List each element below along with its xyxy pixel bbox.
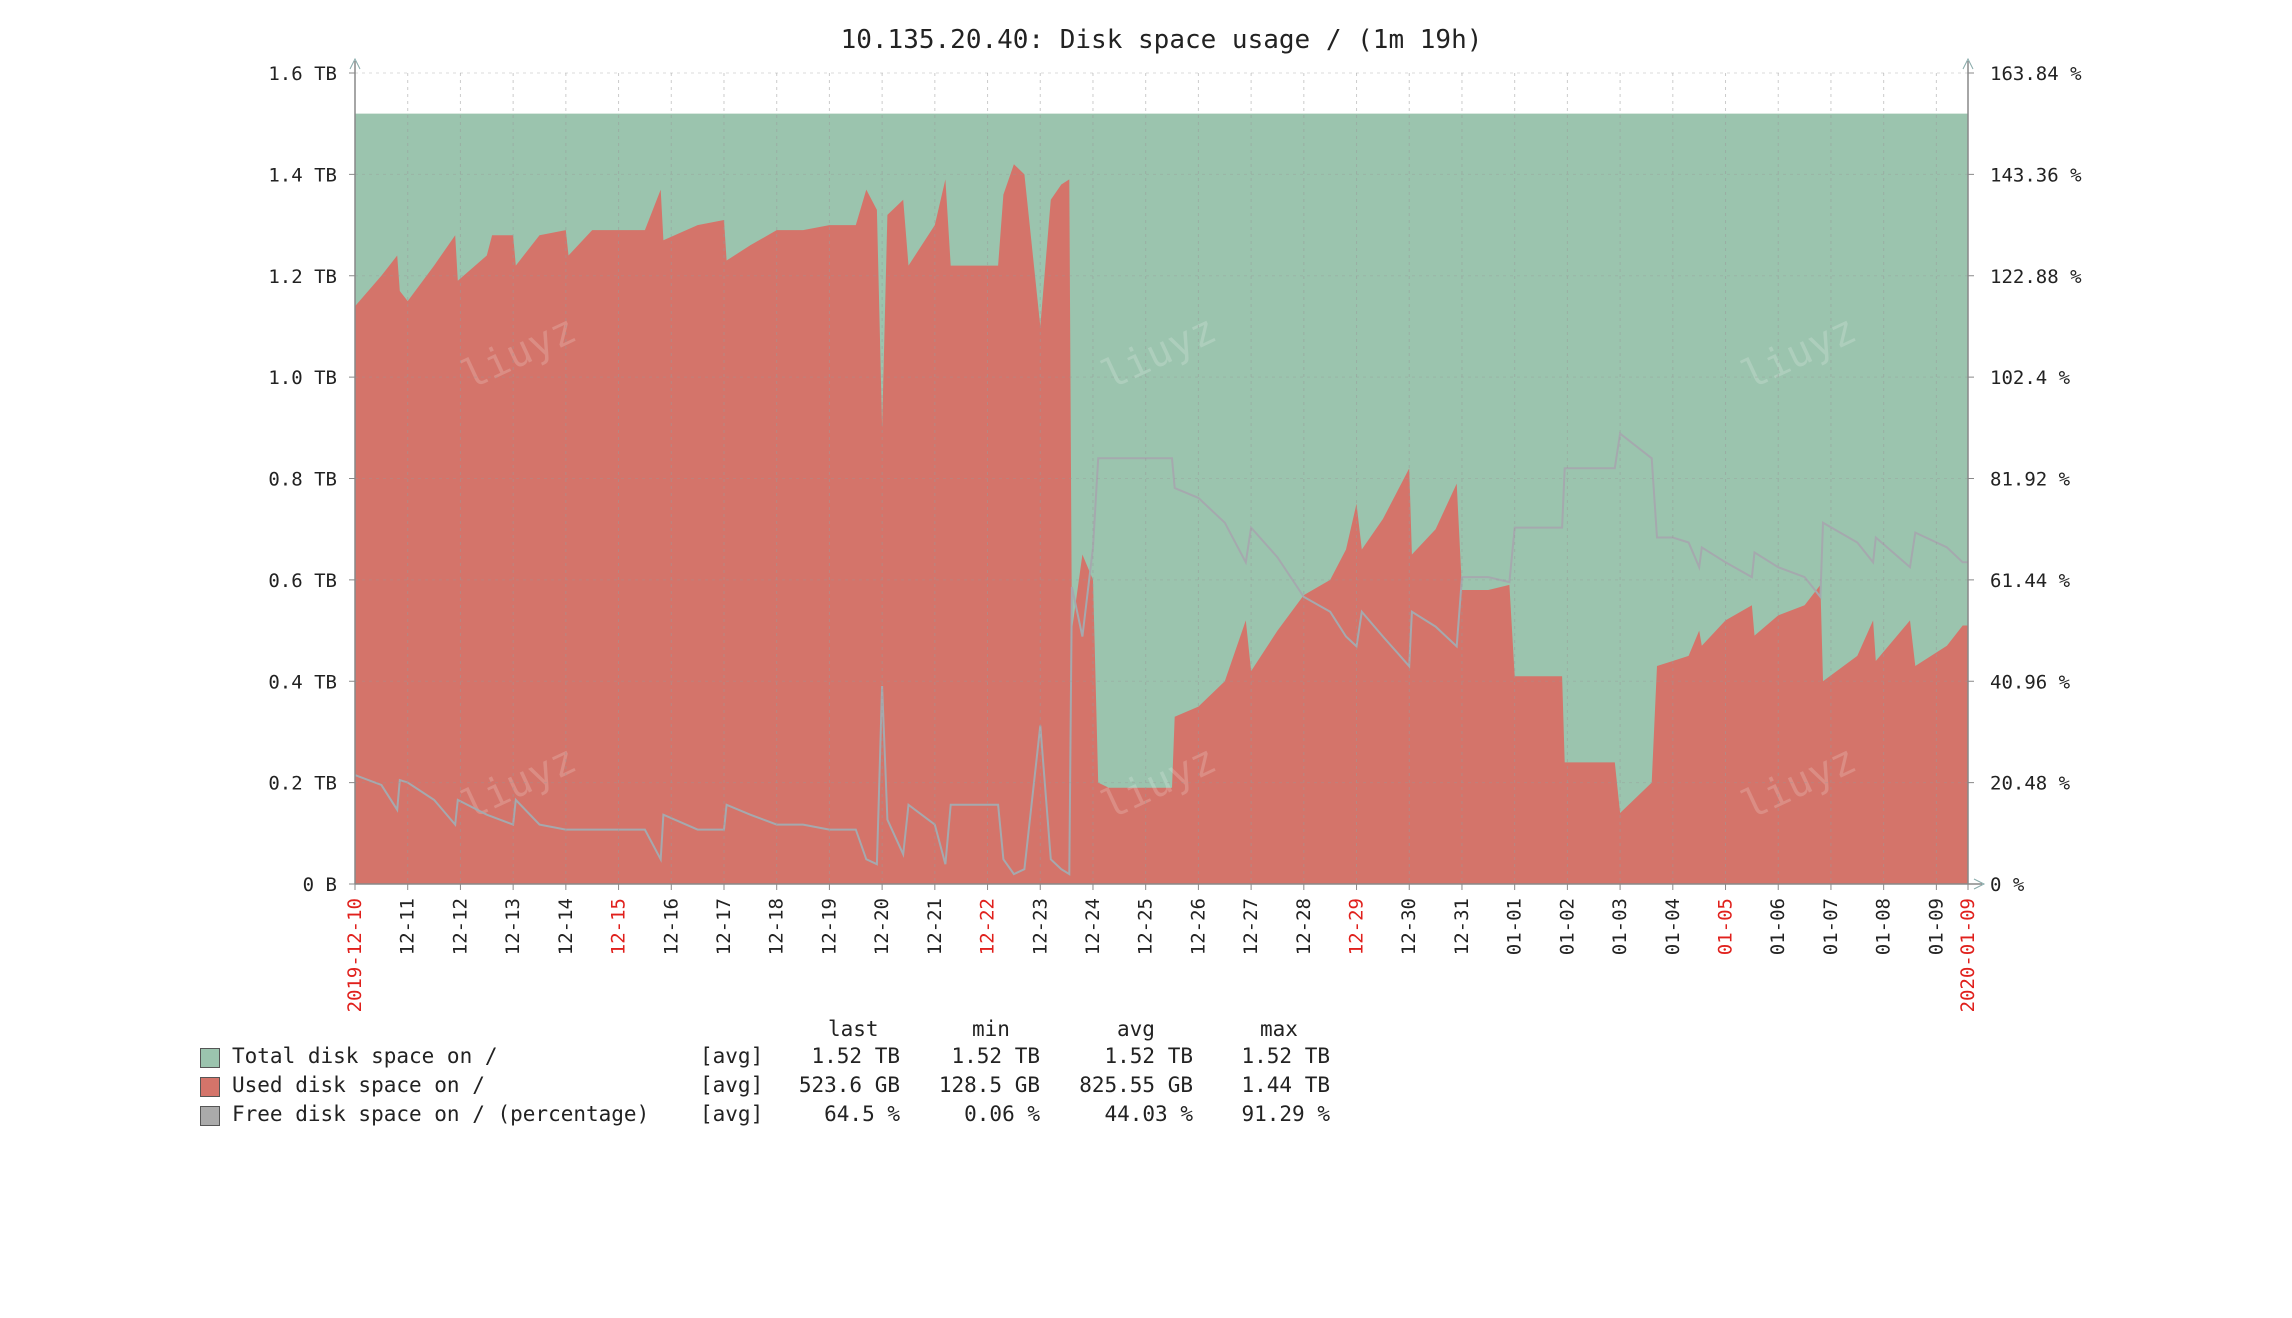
x-tick-label: 12-13: [502, 898, 524, 955]
y-left-tick-label: 0.2 TB: [268, 773, 337, 795]
legend-last: 523.6 GB: [798, 1073, 900, 1097]
x-tick-label: 12-14: [555, 898, 577, 955]
x-tick-label: 12-19: [818, 898, 840, 955]
legend-header-last: last: [828, 1017, 879, 1041]
y-right-tick-label: 163.84 %: [1990, 63, 2082, 85]
x-tick-label: 01-02: [1556, 898, 1578, 955]
y-left-tick-label: 1.4 TB: [268, 164, 337, 186]
legend-header-min: min: [972, 1017, 1010, 1041]
x-tick-label: 12-29: [1346, 898, 1368, 955]
y-right-tick-label: 20.48 %: [1990, 773, 2071, 795]
x-tick-label: 01-05: [1715, 898, 1737, 955]
x-tick-label: 12-21: [924, 898, 946, 955]
x-tick-label: 12-22: [977, 898, 999, 955]
legend-last: 1.52 TB: [811, 1044, 900, 1068]
x-tick-label: 01-08: [1873, 898, 1895, 955]
legend-header-avg: avg: [1117, 1017, 1155, 1041]
y-left-tick-label: 1.2 TB: [268, 266, 337, 288]
legend-row-used: Used disk space on / [avg] 523.6 GB 128.…: [200, 1073, 1330, 1101]
x-tick-label: 01-07: [1820, 898, 1842, 955]
x-tick-label: 2020-01-09: [1957, 898, 1979, 1012]
x-tick-label: 01-04: [1662, 898, 1684, 955]
legend-min: 1.52 TB: [951, 1044, 1040, 1068]
legend-swatch-free: [200, 1106, 220, 1126]
x-tick-label: 12-24: [1082, 898, 1104, 955]
y-axis-right-arrow: [1962, 57, 1974, 70]
y-right-tick-label: 40.96 %: [1990, 671, 2071, 693]
legend-func: [avg]: [700, 1044, 764, 1068]
x-tick-label: 12-23: [1029, 898, 1051, 955]
x-tick-label: 01-03: [1609, 898, 1631, 955]
legend-name: Used disk space on /: [232, 1073, 485, 1097]
legend-avg: 825.55 GB: [1079, 1073, 1193, 1097]
y-left-tick-label: 1.6 TB: [268, 63, 337, 85]
x-tick-label: 01-06: [1767, 898, 1789, 955]
y-right-tick-label: 81.92 %: [1990, 469, 2071, 491]
legend-max: 1.52 TB: [1241, 1044, 1330, 1068]
legend-row-free: Free disk space on / (percentage) [avg] …: [200, 1102, 1330, 1130]
y-right-tick-label: 102.4 %: [1990, 367, 2071, 389]
chart-title: 10.135.20.40: Disk space usage / (1m 19h…: [841, 25, 1483, 55]
x-tick-label: 12-17: [713, 898, 735, 955]
x-tick-label: 12-31: [1451, 898, 1473, 955]
x-tick-label: 12-27: [1240, 898, 1262, 955]
legend-header-max: max: [1260, 1017, 1298, 1041]
chart-area: 10.135.20.40: Disk space usage / (1m 19h…: [268, 25, 2082, 1012]
x-tick-label: 12-20: [871, 898, 893, 955]
legend-max: 1.44 TB: [1241, 1073, 1330, 1097]
legend-name: Total disk space on /: [232, 1044, 498, 1068]
y-left-tick-label: 0 B: [303, 874, 337, 896]
x-tick-label: 2019-12-10: [344, 898, 366, 1012]
x-axis-arrow: [1973, 878, 1986, 890]
y-left-tick-label: 0.4 TB: [268, 671, 337, 693]
x-tick-label: 12-15: [608, 898, 630, 955]
y-right-tick-label: 143.36 %: [1990, 164, 2082, 186]
x-tick-label: 12-11: [397, 898, 419, 955]
x-tick-label: 12-18: [766, 898, 788, 955]
y-right-tick-label: 122.88 %: [1990, 266, 2082, 288]
legend-swatch-total: [200, 1048, 220, 1068]
x-tick-label: 01-01: [1504, 898, 1526, 955]
y-right-tick-label: 61.44 %: [1990, 570, 2071, 592]
legend-max: 91.29 %: [1241, 1102, 1330, 1126]
legend-row-total: Total disk space on / [avg] 1.52 TB 1.52…: [200, 1044, 1330, 1072]
legend-min: 128.5 GB: [938, 1073, 1040, 1097]
legend-last: 64.5 %: [824, 1102, 900, 1126]
legend-swatch-used: [200, 1077, 220, 1097]
legend-avg: 44.03 %: [1104, 1102, 1193, 1126]
series-used-area: [355, 164, 1968, 884]
legend-min: 0.06 %: [964, 1102, 1040, 1126]
y-left-tick-label: 0.6 TB: [268, 570, 337, 592]
y-left-tick-label: 0.8 TB: [268, 469, 337, 491]
x-tick-label: 12-25: [1135, 898, 1157, 955]
y-axis-left-arrow: [349, 57, 361, 70]
y-right-tick-label: 0 %: [1990, 874, 2025, 896]
x-tick-label: 12-16: [660, 898, 682, 955]
legend-func: [avg]: [700, 1073, 764, 1097]
x-tick-label: 01-09: [1925, 898, 1947, 955]
series-free-line: [354, 431, 1968, 876]
x-tick-label: 12-28: [1293, 898, 1315, 955]
x-tick-label: 12-26: [1187, 898, 1209, 955]
y-left-tick-label: 1.0 TB: [268, 367, 337, 389]
x-tick-label: 12-12: [449, 898, 471, 955]
disk-usage-chart: 10.135.20.40: Disk space usage / (1m 19h…: [268, 25, 2082, 1012]
legend-func: [avg]: [700, 1102, 764, 1126]
legend-avg: 1.52 TB: [1104, 1044, 1193, 1068]
x-tick-label: 12-30: [1398, 898, 1420, 955]
legend-name: Free disk space on / (percentage): [232, 1102, 650, 1126]
